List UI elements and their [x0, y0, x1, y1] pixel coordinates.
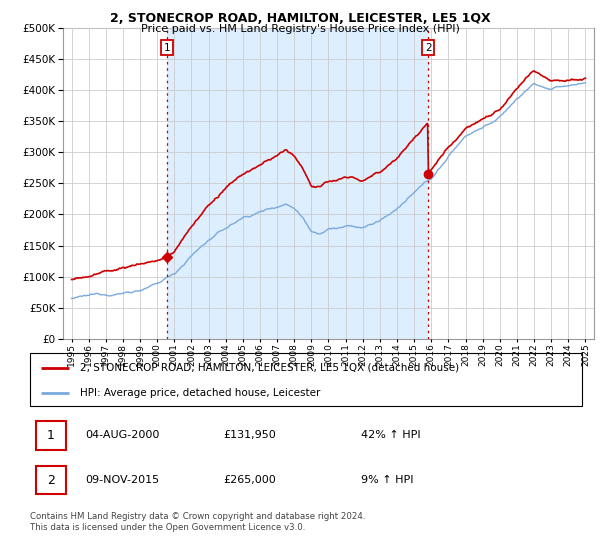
Text: Contains HM Land Registry data © Crown copyright and database right 2024.
This d: Contains HM Land Registry data © Crown c…: [30, 512, 365, 532]
Text: £131,950: £131,950: [223, 431, 276, 440]
Bar: [167, 28, 428, 339]
Text: £265,000: £265,000: [223, 475, 276, 485]
Text: 1: 1: [47, 429, 55, 442]
Text: 1: 1: [164, 43, 170, 53]
Text: 09-NOV-2015: 09-NOV-2015: [85, 475, 160, 485]
Text: HPI: Average price, detached house, Leicester: HPI: Average price, detached house, Leic…: [80, 388, 320, 398]
Text: 2: 2: [425, 43, 432, 53]
FancyBboxPatch shape: [35, 421, 66, 450]
Text: 2, STONECROP ROAD, HAMILTON, LEICESTER, LE5 1QX (detached house): 2, STONECROP ROAD, HAMILTON, LEICESTER, …: [80, 363, 459, 373]
Text: 9% ↑ HPI: 9% ↑ HPI: [361, 475, 414, 485]
Text: 04-AUG-2000: 04-AUG-2000: [85, 431, 160, 440]
FancyBboxPatch shape: [35, 466, 66, 494]
Text: 42% ↑ HPI: 42% ↑ HPI: [361, 431, 421, 440]
Text: 2: 2: [47, 474, 55, 487]
Text: Price paid vs. HM Land Registry's House Price Index (HPI): Price paid vs. HM Land Registry's House …: [140, 24, 460, 34]
Text: 2, STONECROP ROAD, HAMILTON, LEICESTER, LE5 1QX: 2, STONECROP ROAD, HAMILTON, LEICESTER, …: [110, 12, 490, 25]
